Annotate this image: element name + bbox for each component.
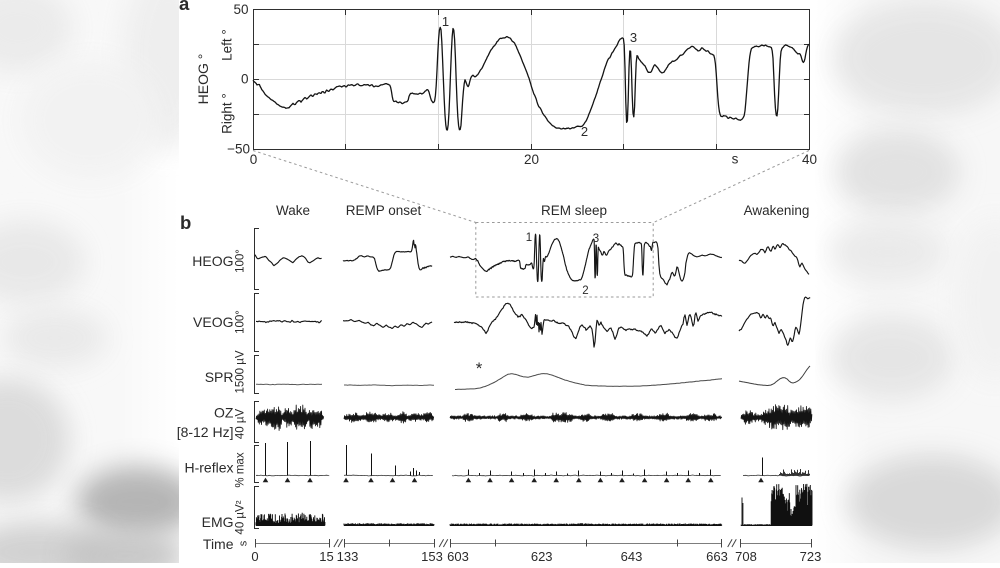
svg-text:−50: −50	[227, 142, 250, 157]
svg-text:153: 153	[421, 549, 443, 563]
svg-text:OZ: OZ	[214, 405, 234, 421]
svg-text:Wake: Wake	[276, 203, 310, 218]
svg-text:40 µV²: 40 µV²	[235, 500, 247, 534]
svg-text:20: 20	[524, 152, 539, 167]
svg-text:REMP onset: REMP onset	[346, 203, 422, 218]
svg-text:643: 643	[621, 549, 643, 563]
svg-text:2: 2	[581, 124, 588, 139]
svg-text:3: 3	[593, 233, 599, 245]
svg-text:% max: % max	[235, 452, 247, 487]
svg-text:SPR: SPR	[205, 369, 234, 385]
svg-text:s: s	[732, 152, 739, 167]
svg-text:0: 0	[251, 549, 258, 563]
svg-text:HEOG: HEOG	[192, 253, 233, 269]
svg-text:603: 603	[447, 549, 469, 563]
svg-text:VEOG: VEOG	[193, 314, 233, 330]
svg-text:723: 723	[800, 549, 822, 563]
svg-text:b: b	[180, 212, 191, 233]
svg-text:Awakening: Awakening	[744, 203, 810, 218]
svg-text:1: 1	[526, 232, 532, 244]
svg-text:*: *	[476, 359, 483, 378]
svg-text:50: 50	[233, 2, 248, 17]
svg-text:1: 1	[442, 14, 449, 29]
svg-text:40 µV: 40 µV	[235, 409, 247, 440]
svg-text:[8-12 Hz]: [8-12 Hz]	[177, 424, 234, 440]
svg-text:100°: 100°	[235, 310, 247, 334]
svg-text:REM sleep: REM sleep	[541, 203, 607, 218]
svg-text:3: 3	[630, 30, 637, 45]
svg-text:Left °: Left °	[220, 29, 235, 61]
svg-text:1500 µV: 1500 µV	[235, 350, 247, 393]
svg-text:133: 133	[337, 549, 359, 563]
svg-text:s: s	[238, 540, 250, 546]
svg-text:a: a	[179, 0, 190, 14]
svg-text:100°: 100°	[235, 249, 247, 273]
svg-text:HEOG °: HEOG °	[195, 54, 211, 105]
svg-text:663: 663	[706, 549, 728, 563]
svg-text:EMG: EMG	[202, 514, 234, 530]
svg-text:Time: Time	[203, 536, 234, 552]
svg-text:623: 623	[531, 549, 553, 563]
svg-text:Right °: Right °	[220, 93, 235, 134]
svg-text:0: 0	[250, 152, 258, 167]
svg-text:H-reflex: H-reflex	[184, 460, 233, 476]
svg-text:2: 2	[582, 285, 588, 297]
svg-text:0: 0	[241, 72, 249, 87]
svg-text:708: 708	[735, 549, 757, 563]
svg-text:15: 15	[319, 549, 333, 563]
svg-text:40: 40	[802, 152, 817, 167]
